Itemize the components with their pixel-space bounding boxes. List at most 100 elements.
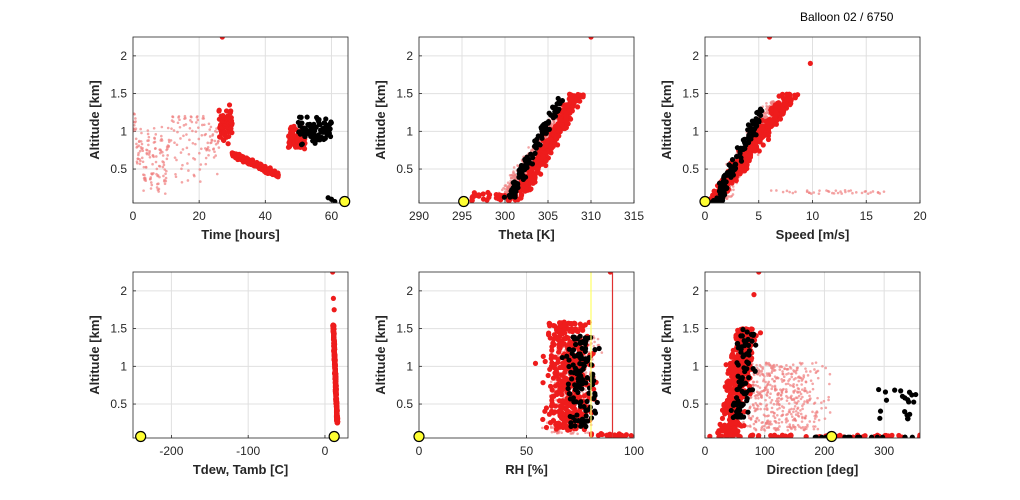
y-tick-label: 2 [692,284,699,298]
data-point-faint [816,427,820,431]
data-point-faint [808,390,812,394]
data-point-faint [752,422,756,426]
data-point-faint [788,190,791,194]
data-point-recent [757,112,764,119]
data-point-faint [820,407,823,410]
data-point-faint [765,115,768,119]
data-point [565,427,571,433]
data-point-faint [795,396,799,400]
data-point-faint [824,366,828,370]
current-position-marker [339,195,351,208]
data-point-faint [806,374,810,377]
data-point [759,126,765,132]
data-point-faint [790,407,793,411]
data-point [607,272,613,275]
data-point-faint [808,420,812,423]
data-point-faint [172,120,175,124]
data-point-recent [738,155,744,161]
data-point-faint [167,138,171,142]
data-point-faint [217,139,220,143]
data-point [729,378,735,384]
data-point-faint [754,409,758,412]
data-point [484,197,490,203]
data-point [750,140,756,146]
data-point-faint [876,191,880,194]
data-point [334,418,340,424]
data-point-recent [304,114,310,120]
data-layer [133,37,338,203]
data-point [562,369,568,375]
data-point-faint [162,163,166,167]
data-point-faint [217,146,221,149]
data-point-faint [157,190,160,193]
data-point [540,380,546,386]
data-point-faint [798,376,802,380]
data-point-faint [793,401,797,404]
data-point-recent [729,157,736,163]
data-point-recent [317,121,323,128]
data-point-faint [145,152,149,156]
data-point-faint [187,169,190,172]
data-point-faint [767,372,771,376]
y-tick-label: 0.5 [110,162,127,176]
data-point-faint [160,139,164,142]
data-point-faint [797,379,801,383]
data-point-faint [814,361,818,364]
data-point-faint [153,137,156,140]
data-point [588,37,594,40]
data-point [228,108,234,114]
data-point [554,423,560,430]
data-point-faint [173,141,176,145]
data-point [759,132,766,138]
current-position-marker [699,195,711,208]
data-point-faint [761,421,765,424]
data-point-recent [737,150,743,156]
data-point-faint [765,403,769,407]
data-point [558,328,564,334]
data-point [768,107,774,113]
data-point-faint [811,382,814,386]
data-point-recent [538,124,544,131]
data-point-faint [150,183,154,187]
x-tick-label: 0 [702,209,709,223]
data-point-faint [800,383,803,386]
data-point [569,325,575,332]
data-point [549,397,555,403]
data-point-faint [204,156,208,160]
data-point-faint [551,426,555,429]
data-point-faint [765,426,769,429]
y-tick-label: 1.5 [110,322,127,336]
data-point [495,196,502,202]
data-point-faint [746,424,750,428]
data-point-recent [716,180,723,186]
data-point-faint [813,417,817,420]
data-point-faint [147,139,150,142]
data-point-faint [755,380,759,384]
data-point-faint [190,115,193,119]
data-point-faint [756,404,760,408]
data-point [807,60,813,67]
data-point-faint [211,133,215,136]
x-tick-label: 300 [874,444,894,458]
data-point-faint [806,401,809,404]
data-point [566,108,573,114]
data-point [568,92,574,98]
x-tick-label: 290 [409,209,429,223]
data-point-faint [137,151,140,155]
data-point-faint [761,373,765,376]
data-point [332,380,338,386]
data-point-faint [780,414,783,418]
data-point-faint [814,371,818,375]
data-point [524,186,530,192]
x-axis-label: Tdew, Tamb [C] [193,462,288,477]
data-point-recent [759,108,765,114]
data-point [580,94,586,100]
data-point [573,326,579,332]
data-point [542,408,548,414]
data-point-recent [733,153,740,160]
data-point-faint [215,127,218,130]
data-point-faint [766,414,769,418]
data-point-faint [174,175,178,179]
